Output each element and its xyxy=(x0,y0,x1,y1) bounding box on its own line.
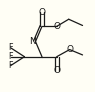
Text: O: O xyxy=(53,22,60,31)
Text: F: F xyxy=(8,43,13,52)
Text: O: O xyxy=(54,67,61,75)
Text: O: O xyxy=(39,8,46,17)
Text: F: F xyxy=(8,61,13,70)
Text: F: F xyxy=(8,52,13,61)
Text: N: N xyxy=(29,37,36,46)
Text: O: O xyxy=(66,45,73,54)
